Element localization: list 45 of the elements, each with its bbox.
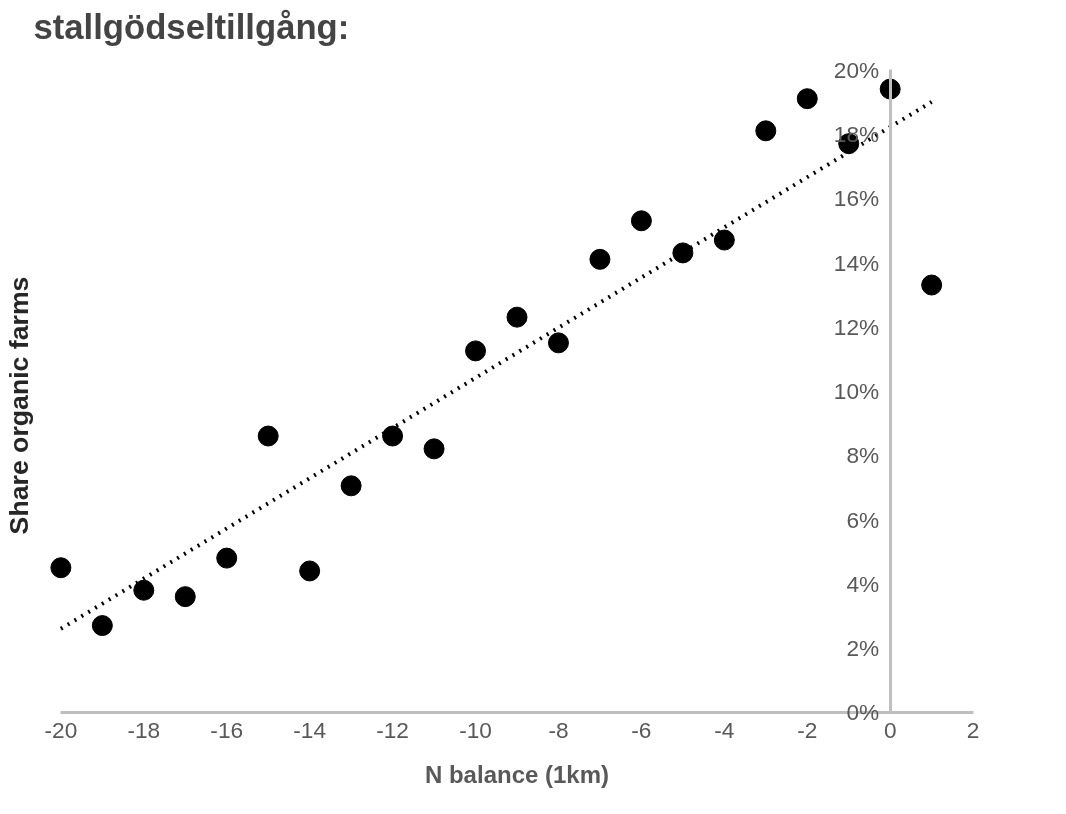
x-tick-label: -20: [44, 717, 78, 744]
x-tick-label: 2: [966, 717, 980, 744]
x-tick-label: -16: [210, 717, 244, 744]
point: [340, 475, 362, 497]
x-axis-title: N balance (1km): [424, 760, 610, 788]
y-tick-label: 6%: [846, 506, 880, 533]
point: [216, 547, 238, 569]
y-tick-label: 0%: [846, 699, 880, 726]
point: [506, 306, 528, 328]
y-tick-label: 10%: [833, 378, 880, 405]
chart-title: stallgödseltillgång:: [33, 7, 350, 46]
point: [465, 340, 487, 362]
y-axis-title: Share organic farms: [3, 276, 34, 535]
point: [921, 274, 943, 296]
x-tick-label: -14: [293, 717, 327, 744]
point: [174, 586, 196, 608]
y-tick-label: 2%: [846, 635, 880, 662]
x-tick-label: -2: [797, 717, 818, 744]
point: [50, 557, 72, 579]
x-tick-label: -12: [376, 717, 409, 744]
point: [423, 438, 445, 460]
x-tick-label: -6: [631, 717, 652, 744]
y-tick-label: 20%: [833, 56, 880, 83]
y-tick-label: 16%: [833, 185, 880, 212]
point: [755, 120, 777, 142]
point: [91, 615, 113, 637]
y-tick-label: 14%: [833, 249, 880, 276]
y-tick-label: 8%: [846, 442, 880, 469]
y-tick-label: 12%: [833, 313, 880, 340]
x-tick-label: -8: [548, 717, 569, 744]
point: [630, 210, 652, 232]
x-tick-label: -4: [714, 717, 735, 744]
point: [796, 88, 818, 110]
point: [589, 248, 611, 270]
point: [672, 242, 694, 264]
y-tick-label: 4%: [846, 570, 880, 597]
point: [299, 560, 321, 582]
x-tick-label: -10: [459, 717, 492, 744]
point: [257, 425, 279, 447]
x-tick-label: -18: [127, 717, 161, 744]
point: [713, 229, 735, 251]
point: [382, 425, 404, 447]
x-tick-label: 0: [883, 717, 897, 744]
point: [133, 579, 155, 601]
point: [547, 332, 569, 354]
